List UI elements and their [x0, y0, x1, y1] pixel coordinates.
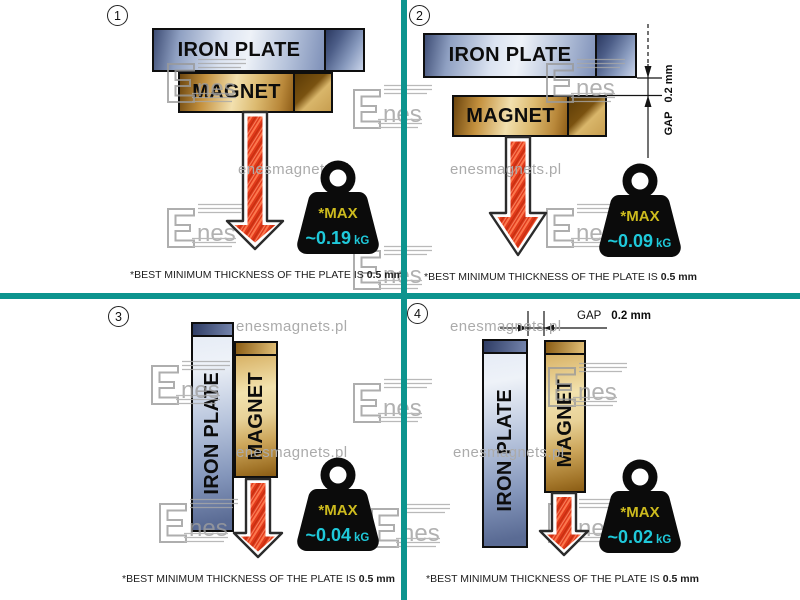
panel1-number-badge: 1 — [107, 5, 128, 26]
iron-plate-label: IRON PLATE — [448, 44, 572, 66]
panel3-number-badge: 3 — [108, 306, 129, 327]
panel4-magnet: MAGNET — [544, 340, 586, 493]
force-unit: kG — [656, 238, 671, 250]
panel4-magnet-front: MAGNET — [546, 355, 584, 491]
gap-dimension-label: GAP 0.2 mm — [663, 50, 677, 150]
panel1-caption: *BEST MINIMUM THICKNESS OF THE PLATE IS 0… — [130, 269, 403, 281]
panel3-magnet: MAGNET — [234, 341, 278, 478]
panel2-magnet: MAGNET — [452, 95, 607, 137]
gap-dimension-lines — [607, 24, 662, 158]
force-unit: kG — [656, 534, 671, 546]
panel4-number: 4 — [414, 306, 421, 321]
gap-label: GAP — [663, 111, 675, 136]
caption-text: *BEST MINIMUM THICKNESS OF THE PLATE IS — [424, 271, 658, 283]
gap-dimension-lines — [500, 311, 607, 336]
max-label: *MAX — [318, 502, 357, 519]
pull-force-arrow — [488, 135, 548, 257]
vertical-divider — [401, 0, 407, 600]
gap-value: 0.2 mm — [611, 310, 651, 322]
iron-plate-label: IRON PLATE — [177, 38, 301, 61]
max-label: *MAX — [318, 205, 357, 222]
weight-icon: *MAX ~0.04 kG — [297, 457, 379, 551]
panel3-iron-plate-top — [193, 324, 232, 337]
gap-dimension-label: GAP 0.2 mm — [577, 310, 651, 322]
enes-logo-watermark: nes — [353, 84, 432, 129]
watermark-site-text: enesmagnets.pl — [450, 318, 562, 335]
pull-force-arrow — [225, 110, 285, 251]
caption-text: *BEST MINIMUM THICKNESS OF THE PLATE IS — [130, 269, 364, 281]
panel1-number: 1 — [114, 8, 121, 23]
panel1-iron-plate-side — [324, 30, 363, 70]
caption-bold-value: 0.5 mm — [662, 573, 699, 585]
weight-icon: *MAX ~0.09 kG — [599, 163, 681, 257]
enes-logo-watermark: nes — [167, 58, 246, 103]
panel3-magnet-front: MAGNET — [236, 356, 276, 476]
watermark-site-text: enesmagnets.pl — [453, 444, 565, 461]
watermark-site-text: enesmagnets.pl — [236, 318, 348, 335]
caption-text: *BEST MINIMUM THICKNESS OF THE PLATE IS — [426, 573, 660, 585]
caption-bold-value: 0.5 mm — [660, 271, 697, 283]
panel3-number: 3 — [115, 309, 122, 324]
panel4-iron-plate-top — [484, 341, 526, 354]
panel2-magnet-side — [567, 97, 605, 135]
enes-logo-watermark: nes — [353, 378, 432, 423]
panel2-iron-plate: IRON PLATE — [423, 33, 637, 78]
panel4-magnet-top — [546, 342, 584, 355]
enes-logo-watermark: nes — [159, 498, 238, 543]
gap-label: GAP — [577, 310, 602, 322]
panel4-caption: *BEST MINIMUM THICKNESS OF THE PLATE IS 0… — [426, 573, 699, 585]
caption-text: *BEST MINIMUM THICKNESS OF THE PLATE IS — [122, 573, 356, 585]
panel2-number: 2 — [416, 8, 423, 23]
panel4-iron-plate-front: IRON PLATE — [484, 354, 526, 546]
panel2-number-badge: 2 — [409, 5, 430, 26]
max-label: *MAX — [620, 504, 659, 521]
magnet-label: MAGNET — [466, 104, 555, 127]
panel2-iron-plate-front: IRON PLATE — [425, 35, 595, 76]
panel1-magnet-side — [293, 74, 331, 111]
panel3-magnet-top — [236, 343, 276, 356]
panel4-iron-plate: IRON PLATE — [482, 339, 528, 548]
pull-force-arrow — [232, 477, 284, 559]
max-force-value: ~0.09 — [607, 231, 653, 251]
gap-value: 0.2 mm — [663, 64, 675, 103]
horizontal-divider — [0, 293, 800, 299]
enes-logo-watermark: nes — [546, 58, 625, 103]
panel3-caption: *BEST MINIMUM THICKNESS OF THE PLATE IS 0… — [122, 573, 395, 585]
panel2-caption: *BEST MINIMUM THICKNESS OF THE PLATE IS 0… — [424, 271, 697, 283]
max-force-value: ~0.04 — [305, 525, 351, 545]
max-force-value: ~0.19 — [305, 228, 351, 248]
force-unit: kG — [354, 235, 369, 247]
panel4-number-badge: 4 — [407, 303, 428, 324]
panel2-iron-plate-side — [595, 35, 635, 76]
watermark-site-text: enesmagnets.pl — [450, 161, 562, 178]
weight-icon: *MAX ~0.19 kG — [297, 160, 379, 254]
enes-logo-watermark: nes — [548, 362, 627, 407]
weight-icon: *MAX ~0.02 kG — [599, 459, 681, 553]
caption-bold-value: 0.5 mm — [358, 573, 395, 585]
pull-force-arrow — [538, 491, 590, 557]
watermark-site-text: enesmagnets.pl — [236, 444, 348, 461]
max-label: *MAX — [620, 208, 659, 225]
enes-logo-watermark: nes — [151, 360, 230, 405]
force-unit: kG — [354, 532, 369, 544]
caption-bold-value: 0.5 mm — [366, 269, 403, 281]
panel2-magnet-front: MAGNET — [454, 97, 567, 135]
max-force-value: ~0.02 — [607, 527, 653, 547]
